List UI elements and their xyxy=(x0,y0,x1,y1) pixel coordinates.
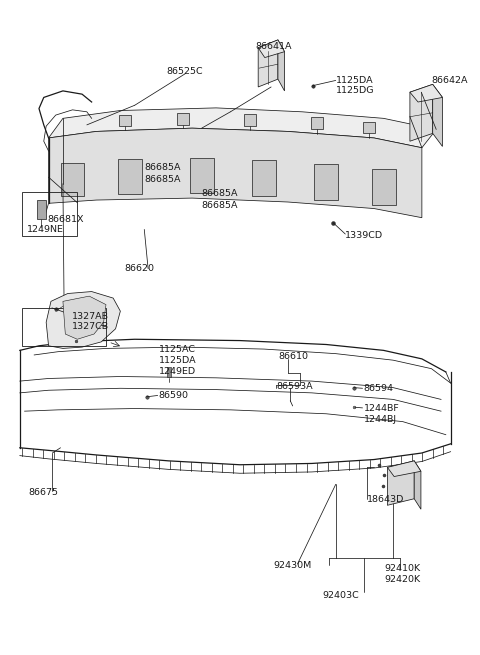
Polygon shape xyxy=(387,461,421,477)
Bar xyxy=(314,164,338,200)
Text: 86525C: 86525C xyxy=(167,67,203,76)
Bar xyxy=(252,160,276,196)
Text: 1125AC: 1125AC xyxy=(158,345,196,354)
Bar xyxy=(372,169,396,205)
Text: 86641A: 86641A xyxy=(255,42,292,51)
Text: 92430M: 92430M xyxy=(274,561,312,570)
Text: 86594: 86594 xyxy=(363,384,394,394)
Bar xyxy=(177,113,189,124)
Polygon shape xyxy=(46,291,120,348)
Bar xyxy=(118,159,142,194)
Text: 92420K: 92420K xyxy=(384,574,420,584)
Polygon shape xyxy=(48,108,436,148)
Text: 86675: 86675 xyxy=(28,488,59,496)
Text: 86681X: 86681X xyxy=(48,214,84,223)
Bar xyxy=(119,115,131,126)
Polygon shape xyxy=(414,461,421,509)
Bar xyxy=(190,157,214,193)
Text: 92403C: 92403C xyxy=(323,591,359,600)
Text: 1339CD: 1339CD xyxy=(345,231,384,240)
Bar xyxy=(37,200,46,219)
Polygon shape xyxy=(387,461,414,505)
Text: 92410K: 92410K xyxy=(384,564,420,573)
Bar xyxy=(243,114,255,126)
Polygon shape xyxy=(258,40,285,58)
Text: 1125DG: 1125DG xyxy=(336,86,374,96)
Bar xyxy=(60,162,84,196)
Text: 1249ED: 1249ED xyxy=(158,367,196,377)
Polygon shape xyxy=(278,40,285,91)
Text: 86685A: 86685A xyxy=(202,201,238,210)
Bar xyxy=(311,117,323,129)
Text: 1125DA: 1125DA xyxy=(158,356,196,365)
Text: 86642A: 86642A xyxy=(432,76,468,85)
Text: 86685A: 86685A xyxy=(144,163,181,172)
Polygon shape xyxy=(48,128,422,217)
Text: 1327CB: 1327CB xyxy=(72,322,108,331)
Bar xyxy=(363,122,375,133)
Text: 86620: 86620 xyxy=(124,264,154,273)
Text: 86610: 86610 xyxy=(278,352,308,362)
Bar xyxy=(22,308,106,346)
Bar xyxy=(167,367,171,377)
Polygon shape xyxy=(410,84,432,141)
Polygon shape xyxy=(410,84,443,102)
Text: 1249NE: 1249NE xyxy=(26,225,63,234)
Text: 1244BJ: 1244BJ xyxy=(363,415,396,424)
Bar xyxy=(22,191,77,236)
Polygon shape xyxy=(258,40,278,87)
Text: 18643D: 18643D xyxy=(367,495,405,504)
Text: 1327AB: 1327AB xyxy=(72,312,108,321)
Text: 86590: 86590 xyxy=(158,391,189,400)
Polygon shape xyxy=(432,84,443,147)
Text: 86685A: 86685A xyxy=(202,189,238,198)
Polygon shape xyxy=(63,296,106,339)
Text: 86593A: 86593A xyxy=(276,382,312,391)
Text: 1244BF: 1244BF xyxy=(363,404,399,413)
Text: 1125DA: 1125DA xyxy=(336,76,373,85)
Text: 86685A: 86685A xyxy=(144,176,181,184)
